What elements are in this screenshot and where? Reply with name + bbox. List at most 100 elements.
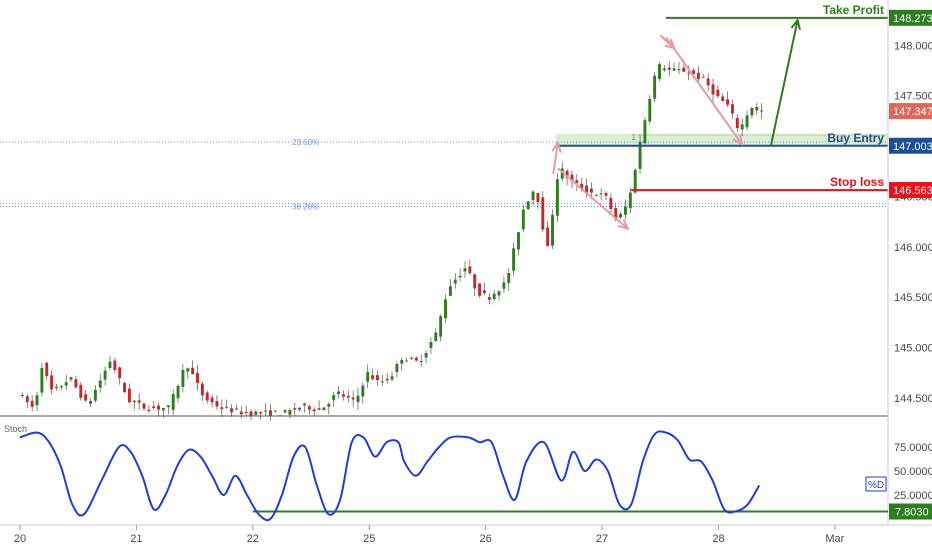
price-tick-label: 147.500: [894, 91, 932, 103]
candle-body: [20, 395, 24, 397]
candle-body: [200, 383, 204, 396]
candle-body: [390, 376, 394, 380]
candle-body: [176, 385, 180, 399]
fibonacci-layer: 23.60% 38.20%: [0, 138, 888, 211]
candle-body: [410, 357, 413, 359]
fib-label-1: 38.20%: [292, 202, 319, 211]
level-pill-1-text: 147.003: [893, 141, 932, 153]
candle-body: [303, 403, 306, 406]
arrow-head-0: [551, 140, 562, 153]
level-pill-2-bg: [889, 182, 932, 199]
candle-body: [244, 411, 248, 413]
candle-body: [341, 394, 345, 397]
candle-body: [332, 395, 336, 400]
candle-body: [760, 110, 764, 112]
price-tick-label: 148.000: [894, 40, 932, 52]
candle-body: [682, 67, 686, 72]
candle-body: [249, 411, 253, 416]
candle-body: [210, 397, 214, 403]
current-price-pill-bg: [889, 103, 932, 120]
candle-body: [371, 375, 375, 380]
candle-body: [84, 394, 88, 401]
candle-body: [98, 380, 102, 388]
candle-body: [264, 410, 268, 412]
candle-body: [667, 67, 671, 70]
stochastic-layer: [19, 430, 888, 522]
candle-body: [653, 75, 657, 99]
date-tick-label: 21: [130, 533, 142, 545]
candle-body: [171, 393, 175, 410]
candle-body: [517, 232, 520, 250]
candle-body: [755, 107, 759, 111]
candle-body: [638, 141, 642, 169]
candle-body: [327, 404, 331, 407]
candle-body: [366, 372, 370, 382]
candle-body: [380, 381, 384, 383]
arrow-line-1: [557, 167, 629, 230]
entry-zone: [555, 133, 888, 146]
price-tick-label: 146.000: [894, 242, 932, 254]
candle-body: [487, 296, 491, 300]
candle-body: [293, 408, 297, 410]
candle-body: [439, 316, 443, 337]
candle-body: [400, 359, 404, 364]
arrow-line-4: [769, 19, 799, 146]
candle-body: [745, 115, 749, 128]
stoch-series-label: %D: [868, 480, 884, 491]
candle-body: [157, 405, 161, 410]
level-pill-1-bg: [889, 137, 932, 154]
candle-body: [45, 362, 49, 377]
entry-zone-marker: 1: [631, 133, 636, 142]
candle-body: [594, 195, 598, 197]
candle-body: [79, 384, 83, 398]
level-pill-2-text: 146.563: [893, 185, 932, 197]
stoch-pill-bg: [889, 503, 932, 520]
date-tick-label: 22: [247, 533, 259, 545]
candle-body: [463, 268, 467, 272]
candle-body: [740, 124, 744, 130]
candle-body: [448, 286, 452, 296]
fib-label-0: 23.60%: [292, 138, 319, 147]
candle-body: [648, 98, 652, 122]
level-pill-0-bg: [889, 9, 932, 26]
candle-body: [220, 407, 224, 410]
candle-body: [628, 192, 632, 209]
candle-body: [478, 283, 482, 296]
candle-body: [356, 395, 360, 403]
candle-body: [205, 392, 209, 401]
price-tick-label: 144.500: [894, 393, 932, 405]
candle-body: [259, 412, 263, 414]
candle-body: [541, 197, 545, 230]
candle-body: [375, 375, 379, 381]
candle-body: [512, 248, 516, 271]
arrow-head-3: [732, 134, 744, 146]
candle-body: [268, 410, 272, 416]
candle-body: [502, 282, 506, 289]
level-label-1: Buy Entry: [827, 131, 884, 145]
date-tick-label: 27: [596, 533, 608, 545]
candle-body: [273, 410, 277, 412]
price-tick-label: 145.500: [894, 292, 932, 304]
candle-body: [711, 84, 715, 95]
candle-body: [434, 332, 438, 342]
candle-body: [692, 70, 696, 75]
candle-body: [735, 117, 739, 129]
current-price-pill-text: 147.347: [893, 106, 932, 118]
candle-body: [453, 279, 457, 284]
candle-body: [288, 410, 292, 415]
arrow-line-0: [552, 142, 559, 175]
candle-body: [162, 408, 165, 411]
candle-body: [337, 391, 340, 394]
candle-body: [672, 68, 676, 71]
candle-body: [361, 385, 365, 397]
candle-body: [64, 382, 68, 386]
candle-body: [59, 386, 63, 388]
candle-body: [560, 168, 564, 179]
arrow-head-1: [617, 219, 630, 231]
candle-body: [30, 400, 34, 407]
date-tick-label: 28: [712, 533, 724, 545]
candle-body: [604, 192, 608, 196]
candle-body: [298, 407, 302, 410]
